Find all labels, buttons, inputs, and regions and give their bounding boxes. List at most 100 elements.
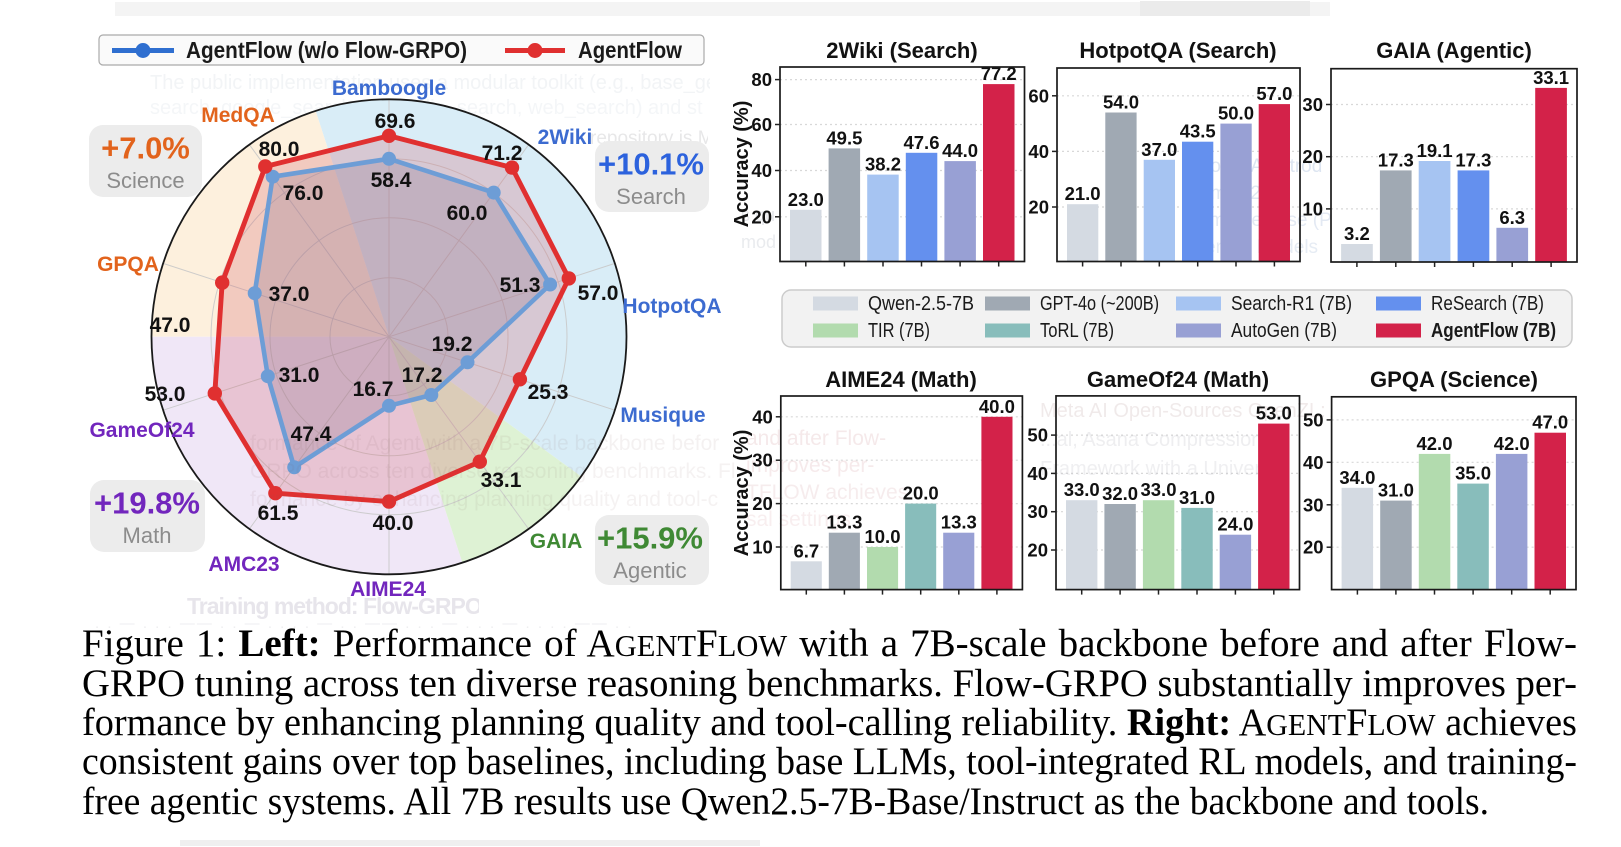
svg-text:AgentFlow (w/o Flow-GRPO): AgentFlow (w/o Flow-GRPO) xyxy=(186,37,467,63)
svg-text:GAIA (Agentic): GAIA (Agentic) xyxy=(1376,38,1532,63)
svg-text:...al, Asana Compression: ...al, Asana Compression xyxy=(1040,429,1262,451)
svg-text:GPQA (Science): GPQA (Science) xyxy=(1370,367,1538,392)
svg-text:17.3: 17.3 xyxy=(1455,149,1491,170)
svg-text:17.2: 17.2 xyxy=(402,364,443,387)
svg-text:76.0: 76.0 xyxy=(283,182,324,205)
svg-text:33.1: 33.1 xyxy=(1533,67,1569,88)
svg-text:20: 20 xyxy=(1303,537,1324,558)
svg-text:44.0: 44.0 xyxy=(942,140,978,161)
svg-text:Meta AI Open-Sources OpenZL: A: Meta AI Open-Sources OpenZL: A xyxy=(1040,400,1344,422)
svg-text:32.0: 32.0 xyxy=(1102,483,1138,504)
svg-text:13.3: 13.3 xyxy=(941,512,977,533)
svg-text:Search: Search xyxy=(616,184,686,209)
svg-text:33.0: 33.0 xyxy=(1064,479,1100,500)
svg-text:40: 40 xyxy=(1027,463,1048,484)
svg-text:GameOf24: GameOf24 xyxy=(89,419,194,442)
svg-text:50: 50 xyxy=(1027,425,1048,446)
svg-text:43.5: 43.5 xyxy=(1180,121,1216,142)
svg-text:37.0: 37.0 xyxy=(1141,139,1177,160)
svg-text:19.2: 19.2 xyxy=(432,333,473,356)
svg-text:61.5: 61.5 xyxy=(258,502,299,525)
svg-text:21.0: 21.0 xyxy=(1065,183,1101,204)
svg-text:20: 20 xyxy=(1027,540,1048,561)
svg-text:31.0: 31.0 xyxy=(1179,487,1215,508)
svg-text:+19.8%: +19.8% xyxy=(94,486,200,521)
svg-text:24.0: 24.0 xyxy=(1217,514,1253,535)
svg-text:10: 10 xyxy=(1302,198,1323,219)
svg-text:38.2: 38.2 xyxy=(865,154,901,175)
svg-text:+15.9%: +15.9% xyxy=(597,521,703,556)
svg-text:30: 30 xyxy=(1302,94,1323,115)
svg-text:60: 60 xyxy=(1028,85,1049,106)
svg-text:34.0: 34.0 xyxy=(1339,467,1375,488)
svg-text:77.2: 77.2 xyxy=(981,63,1017,84)
svg-text:69.6: 69.6 xyxy=(375,110,416,133)
svg-text:25.3: 25.3 xyxy=(528,381,569,404)
svg-text:20: 20 xyxy=(1028,197,1049,218)
svg-text:17.3: 17.3 xyxy=(1378,149,1414,170)
svg-text:40: 40 xyxy=(751,160,772,181)
svg-text:42.0: 42.0 xyxy=(1494,433,1530,454)
svg-text:33.1: 33.1 xyxy=(481,469,522,492)
svg-text:13.3: 13.3 xyxy=(826,512,862,533)
svg-text:37.0: 37.0 xyxy=(269,283,310,306)
svg-text:Accuracy (%): Accuracy (%) xyxy=(731,430,753,557)
svg-text:Math: Math xyxy=(123,523,172,548)
svg-text:30: 30 xyxy=(1027,501,1048,522)
svg-text:54.0: 54.0 xyxy=(1103,92,1139,113)
svg-text:60.0: 60.0 xyxy=(447,202,488,225)
svg-text:TFLOW achieves: TFLOW achieves xyxy=(746,481,908,504)
svg-text:and after Flow-: and after Flow- xyxy=(746,427,886,450)
svg-text:formance by enhancing planning: formance by enhancing planning quality a… xyxy=(250,488,718,511)
svg-text:20.0: 20.0 xyxy=(903,483,939,504)
svg-text:AutoGen (7B): AutoGen (7B) xyxy=(1231,320,1337,342)
svg-text:2Wiki (Search): 2Wiki (Search) xyxy=(826,38,977,63)
svg-text:40: 40 xyxy=(1303,452,1324,473)
svg-text:TIR (7B): TIR (7B) xyxy=(868,320,930,342)
svg-text:80: 80 xyxy=(751,69,772,90)
svg-text:50.0: 50.0 xyxy=(1218,103,1254,124)
svg-text:HotpotQA: HotpotQA xyxy=(622,295,721,318)
svg-text:GAIA: GAIA xyxy=(530,530,583,553)
svg-text:Musique: Musique xyxy=(620,404,705,427)
svg-text:GPQA: GPQA xyxy=(97,253,159,276)
svg-text:47.0: 47.0 xyxy=(1532,412,1568,433)
svg-text:33.0: 33.0 xyxy=(1140,479,1176,500)
svg-text:GRPO across ten diverse reason: GRPO across ten diverse reasoning benchm… xyxy=(250,460,736,483)
svg-text:60: 60 xyxy=(751,114,772,135)
svg-text:20: 20 xyxy=(751,206,772,227)
svg-text:51.3: 51.3 xyxy=(500,274,541,297)
svg-text:53.0: 53.0 xyxy=(1256,403,1292,424)
svg-text:ToRL (7B): ToRL (7B) xyxy=(1040,320,1114,342)
svg-text:40: 40 xyxy=(1028,141,1049,162)
svg-text:42.0: 42.0 xyxy=(1416,433,1452,454)
svg-text:Bamboogle: Bamboogle xyxy=(332,77,446,100)
svg-text:3.2: 3.2 xyxy=(1344,223,1370,244)
svg-text:30: 30 xyxy=(1303,494,1324,515)
svg-text:40.0: 40.0 xyxy=(373,512,414,535)
svg-text:AIME24 (Math): AIME24 (Math) xyxy=(825,367,977,392)
svg-text:53.0: 53.0 xyxy=(145,383,186,406)
svg-text:Qwen-2.5-7B: Qwen-2.5-7B xyxy=(868,293,974,315)
svg-text:6.7: 6.7 xyxy=(793,540,819,561)
svg-text:sal settings: sal settings xyxy=(746,508,851,531)
svg-text:HotpotQA (Search): HotpotQA (Search) xyxy=(1079,38,1276,63)
svg-text:10.0: 10.0 xyxy=(864,526,900,547)
svg-text:16.7: 16.7 xyxy=(353,378,394,401)
svg-text:47.0: 47.0 xyxy=(150,314,191,337)
svg-text:AgentFlow: AgentFlow xyxy=(578,37,682,63)
svg-text:GameOf24 (Math): GameOf24 (Math) xyxy=(1087,367,1269,392)
svg-text:formance of Agent with a 7B-sc: formance of Agent with a 7B-scale backbo… xyxy=(250,432,719,455)
svg-text:+10.1%: +10.1% xyxy=(598,147,704,182)
svg-text:Science: Science xyxy=(106,168,184,193)
svg-text:20: 20 xyxy=(752,493,773,514)
svg-text:Accuracy (%): Accuracy (%) xyxy=(731,101,753,228)
svg-text:58.4: 58.4 xyxy=(371,169,412,192)
svg-text:6.3: 6.3 xyxy=(1499,207,1525,228)
svg-text:57.0: 57.0 xyxy=(1256,83,1292,104)
svg-text:AgentFlow (7B): AgentFlow (7B) xyxy=(1431,320,1556,342)
svg-text:Agentic: Agentic xyxy=(613,558,686,583)
svg-text:+7.0%: +7.0% xyxy=(101,131,190,166)
svg-text:57.0: 57.0 xyxy=(578,282,619,305)
svg-text:35.0: 35.0 xyxy=(1455,463,1491,484)
